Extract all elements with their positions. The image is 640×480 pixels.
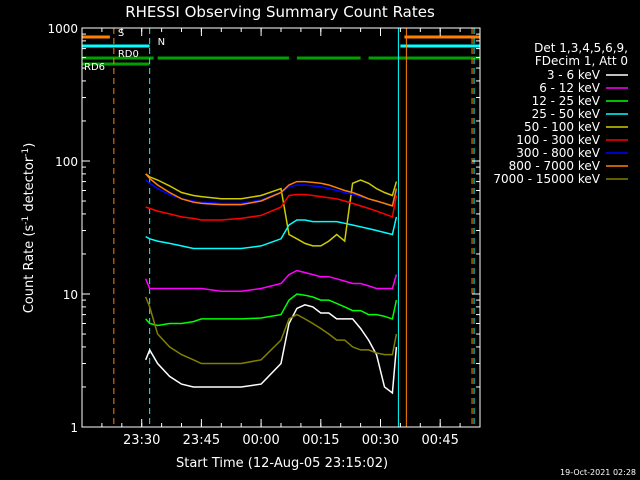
vline-layer bbox=[113, 28, 475, 427]
plot-frame bbox=[81, 27, 481, 428]
flag-layer: S N RD0 RD6 bbox=[82, 28, 480, 73]
flag-rd6-label: RD6 bbox=[84, 62, 105, 73]
y-axis-label: Count Rate (s-1 detector-1) bbox=[21, 143, 37, 314]
x-tick-label-2: 00:00 bbox=[242, 433, 279, 448]
legend-header-line2: FDecim 1, Att 0 bbox=[535, 54, 628, 68]
y-tick-label-3: 1000 bbox=[47, 22, 78, 36]
y-tick-label-1: 10 bbox=[63, 288, 78, 302]
series-line-7 bbox=[145, 173, 398, 207]
legend-header-line1: Det 1,3,4,5,6,9, bbox=[534, 41, 628, 55]
x-tick-label-3: 00:15 bbox=[302, 433, 339, 448]
series-line-8 bbox=[145, 296, 398, 365]
flag-n-label: N bbox=[158, 37, 165, 48]
series-line-1 bbox=[145, 269, 398, 292]
flag-s-label: S bbox=[118, 28, 124, 39]
legend-label-8: 7000 - 15000 keV bbox=[493, 172, 600, 186]
y-tick-label-0: 1 bbox=[70, 421, 78, 435]
series-line-4 bbox=[145, 173, 398, 247]
legend: Det 1,3,4,5,6,9, FDecim 1, Att 0 3 - 6 k… bbox=[493, 41, 628, 186]
x-axis-label: Start Time (12-Aug-05 23:15:02) bbox=[176, 456, 388, 471]
x-tick-label-0: 23:30 bbox=[123, 433, 160, 448]
y-tick-label-2: 100 bbox=[55, 155, 78, 169]
legend-label-1: 6 - 12 keV bbox=[539, 81, 601, 95]
legend-label-7: 800 - 7000 keV bbox=[509, 159, 601, 173]
chart-title: RHESSI Observing Summary Count Rates bbox=[125, 3, 435, 21]
legend-label-3: 25 - 50 keV bbox=[532, 107, 601, 121]
series-line-5 bbox=[145, 193, 398, 221]
x-tick-label-5: 00:45 bbox=[421, 433, 458, 448]
y-axis: 1 10 100 1000 bbox=[47, 22, 480, 435]
x-tick-label-4: 00:30 bbox=[362, 433, 399, 448]
series-layer bbox=[145, 173, 398, 395]
legend-label-4: 50 - 100 keV bbox=[524, 120, 601, 134]
legend-label-5: 100 - 300 keV bbox=[516, 133, 600, 147]
series-line-0 bbox=[145, 304, 398, 395]
flag-rd0-label: RD0 bbox=[118, 49, 139, 60]
x-tick-label-1: 23:45 bbox=[183, 433, 220, 448]
x-axis: 23:30 23:45 00:00 00:15 00:30 00:45 bbox=[81, 28, 481, 448]
legend-label-2: 12 - 25 keV bbox=[532, 94, 601, 108]
timestamp: 19-Oct-2021 02:28 bbox=[560, 468, 636, 477]
legend-label-6: 300 - 800 keV bbox=[516, 146, 600, 160]
series-line-3 bbox=[145, 216, 398, 250]
series-line-2 bbox=[145, 293, 398, 327]
legend-label-0: 3 - 6 keV bbox=[547, 68, 601, 82]
